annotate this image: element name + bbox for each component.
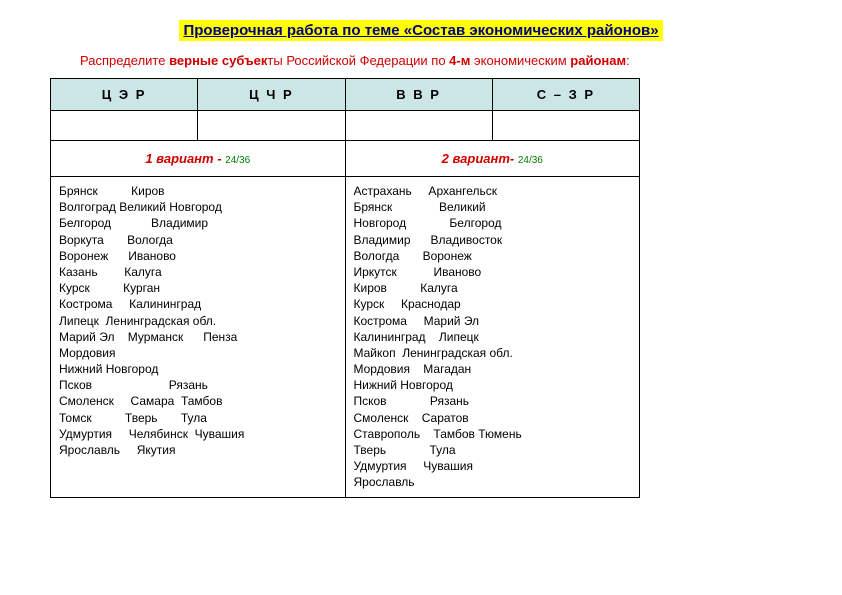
header-cer: Ц Э Р — [51, 79, 198, 111]
subtitle-p3: ты Российской Федерации по — [267, 53, 449, 68]
subtitle-p7: : — [626, 53, 630, 68]
header-szr: С – З Р — [492, 79, 639, 111]
variant-2-cell: 2 вариант- 24/36 — [345, 141, 640, 177]
empty-cell-3 — [345, 111, 492, 141]
variant-row: 1 вариант - 24/36 2 вариант- 24/36 — [51, 141, 640, 177]
subtitle: Распределите верные субъекты Российской … — [50, 53, 792, 68]
worksheet-table: Ц Э Р Ц Ч Р В В Р С – З Р 1 вариант - 24… — [50, 78, 640, 498]
subtitle-p1: Распределите — [80, 53, 169, 68]
subtitle-p6: районам — [570, 53, 626, 68]
list-1-cell: Брянск Киров Волгоград Великий Новгород … — [51, 177, 346, 498]
lists-row: Брянск Киров Волгоград Великий Новгород … — [51, 177, 640, 498]
empty-cell-2 — [198, 111, 345, 141]
page-title: Проверочная работа по теме «Состав эконо… — [179, 20, 662, 41]
variant-2-count: 24/36 — [518, 155, 543, 166]
header-vvr: В В Р — [345, 79, 492, 111]
list-2-cell: Астрахань Архангельск Брянск Великий Нов… — [345, 177, 640, 498]
empty-cell-4 — [492, 111, 639, 141]
subtitle-p2: верные субъек — [169, 53, 267, 68]
subtitle-p4: 4-м — [449, 53, 470, 68]
header-cchr: Ц Ч Р — [198, 79, 345, 111]
empty-cell-1 — [51, 111, 198, 141]
variant-1-label: 1 вариант - — [145, 151, 225, 166]
variant-2-label: 2 вариант- — [442, 151, 518, 166]
subtitle-p5: экономическим — [470, 53, 570, 68]
header-row: Ц Э Р Ц Ч Р В В Р С – З Р — [51, 79, 640, 111]
empty-row — [51, 111, 640, 141]
variant-1-count: 24/36 — [225, 155, 250, 166]
variant-1-cell: 1 вариант - 24/36 — [51, 141, 346, 177]
